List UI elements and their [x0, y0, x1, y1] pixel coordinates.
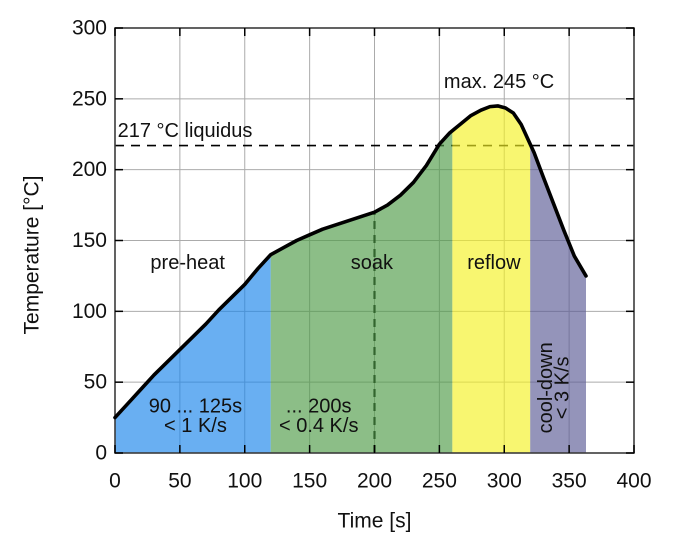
- x-axis-title: Time [s]: [338, 510, 412, 533]
- zone-label-soak: soak: [351, 252, 394, 274]
- x-tick-label: 100: [227, 470, 262, 493]
- zone-fill-cool-down: [530, 144, 586, 453]
- x-tick-label: 400: [616, 470, 651, 493]
- zone-fill-reflow: [452, 105, 531, 454]
- y-tick-label: 0: [95, 442, 107, 465]
- y-tick-label: 150: [72, 229, 107, 252]
- zone-note-pre-heat: 90 ... 125s: [149, 395, 242, 417]
- zone-note-cool-down: cool-down: [535, 342, 557, 433]
- y-tick-label: 50: [84, 371, 107, 394]
- zone-label-reflow: reflow: [467, 252, 521, 274]
- max-temp-label: max. 245 °C: [444, 71, 554, 93]
- y-tick-label: 250: [72, 87, 107, 110]
- y-tick-label: 300: [72, 17, 107, 40]
- liquidus-label: 217 °C liquidus: [118, 120, 253, 142]
- zone-note-cool-down: < 3 K/s: [552, 356, 574, 419]
- x-tick-label: 350: [552, 470, 587, 493]
- x-tick-label: 150: [292, 470, 327, 493]
- zone-label-pre-heat: pre-heat: [150, 252, 225, 274]
- y-axis-title: Temperature [°C]: [21, 176, 44, 335]
- x-tick-label: 300: [487, 470, 522, 493]
- y-tick-label: 100: [72, 300, 107, 323]
- zone-note-soak: < 0.4 K/s: [279, 415, 359, 437]
- zone-fill-pre-heat: [115, 254, 271, 453]
- zone-fill-soak: [270, 130, 453, 454]
- temperature-profile-curve: [113, 104, 588, 420]
- y-tick-label: 200: [72, 158, 107, 181]
- zone-note-pre-heat: < 1 K/s: [164, 415, 227, 437]
- x-tick-label: 0: [109, 470, 121, 493]
- zone-note-soak: ... 200s: [286, 395, 352, 417]
- x-tick-label: 200: [357, 470, 392, 493]
- x-tick-label: 50: [168, 470, 191, 493]
- x-tick-label: 250: [422, 470, 457, 493]
